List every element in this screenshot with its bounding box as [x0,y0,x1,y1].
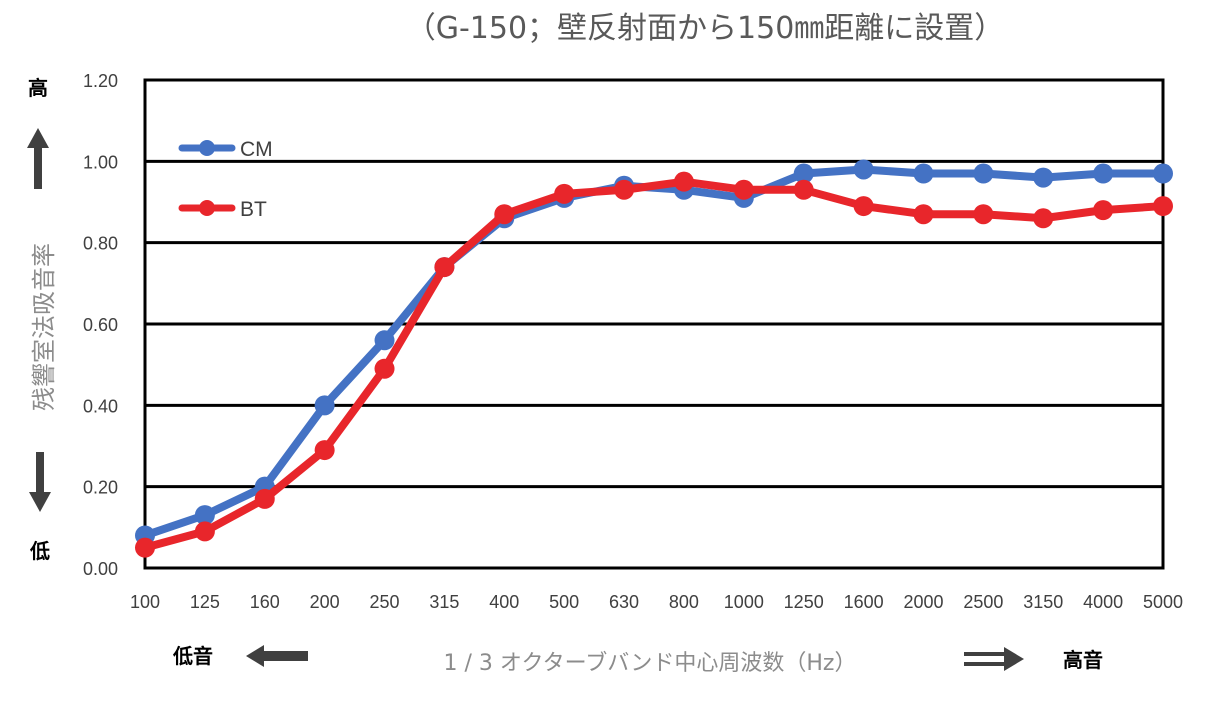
x-tick-label: 5000 [1143,592,1183,612]
y-axis-label: 残響室法吸音率 [30,243,58,411]
data-point-cm [973,163,994,184]
y-tick-labels: 0.00 0.20 0.40 0.60 0.80 1.00 1.20 [83,71,118,579]
x-tick-label: 630 [609,592,639,612]
x-tick-label: 125 [190,592,220,612]
x-tick-label: 400 [489,592,519,612]
x-tick-label: 160 [250,592,280,612]
data-point-cm [314,395,335,416]
data-point-bt [374,358,395,379]
x-tick-label: 500 [549,592,579,612]
y-tick-label: 0.80 [83,234,118,254]
data-point-bt [673,171,694,192]
data-point-cm [1093,163,1114,184]
x-tick-label: 200 [310,592,340,612]
legend-cm-marker [199,140,215,156]
data-point-bt [254,488,275,509]
y-tick-label: 1.20 [83,71,118,91]
data-point-bt [733,179,754,200]
data-point-bt [614,179,635,200]
x-axis-label: 1 / 3 オクターブバンド中心周波数（Hz） [444,651,857,676]
x-high-label: 高音 [1063,648,1103,672]
down-arrow-icon [29,452,51,512]
data-point-bt [494,204,515,225]
legend-cm-label: CM [240,138,273,161]
right-double-arrow-icon [964,647,1024,671]
data-point-bt [853,196,874,217]
x-tick-label: 2000 [903,592,943,612]
plot-frame [143,78,1165,570]
series-line-bt [141,177,1167,552]
data-point-bt [1093,200,1114,221]
data-point-bt [314,440,335,461]
legend: CM BT [178,138,273,221]
x-tick-label: 1250 [784,592,824,612]
y-tick-label: 0.40 [83,396,118,416]
y-tick-label: 0.00 [83,559,118,579]
data-point-cm [1153,163,1173,184]
up-arrow-icon [27,128,49,189]
data-point-cm [913,163,934,184]
data-point-cm [374,330,395,351]
x-tick-label: 1000 [724,592,764,612]
data-point-bt [194,521,215,542]
x-low-label: 低音 [172,644,213,668]
data-point-bt [973,204,994,225]
data-point-bt [1033,208,1054,229]
x-tick-label: 315 [429,592,459,612]
data-point-cm [1033,167,1054,188]
x-tick-label: 250 [370,592,400,612]
x-tick-label: 2500 [963,592,1003,612]
series-group [135,159,1173,558]
data-point-bt [1153,196,1173,217]
left-arrow-icon [246,645,308,667]
data-point-cm [793,163,814,184]
data-point-bt [554,183,575,204]
y-tick-label: 1.00 [83,152,118,172]
x-tick-label: 1600 [844,592,884,612]
y-low-label: 低 [29,539,50,563]
x-tick-label: 800 [669,592,699,612]
data-point-bt [434,257,455,278]
data-point-cm [853,159,874,180]
legend-bt-label: BT [240,198,267,221]
legend-bt-marker [199,200,215,216]
data-point-bt [135,537,155,558]
x-tick-label: 100 [130,592,160,612]
y-tick-label: 0.60 [83,315,118,335]
y-high-label: 高 [28,76,48,100]
series-line-cm [141,165,1167,540]
data-point-bt [793,179,814,200]
x-tick-label: 3150 [1023,592,1063,612]
x-tick-labels: 100 125 160 200 250 315 400 500 630 800 1000 1250 16… [130,592,1183,612]
chart-title: （G-150；壁反射面から150㎜距離に設置） [406,11,1005,46]
x-tick-label: 4000 [1083,592,1123,612]
data-point-bt [913,204,934,225]
y-tick-label: 0.20 [83,478,118,498]
data-point-cm [194,505,215,526]
